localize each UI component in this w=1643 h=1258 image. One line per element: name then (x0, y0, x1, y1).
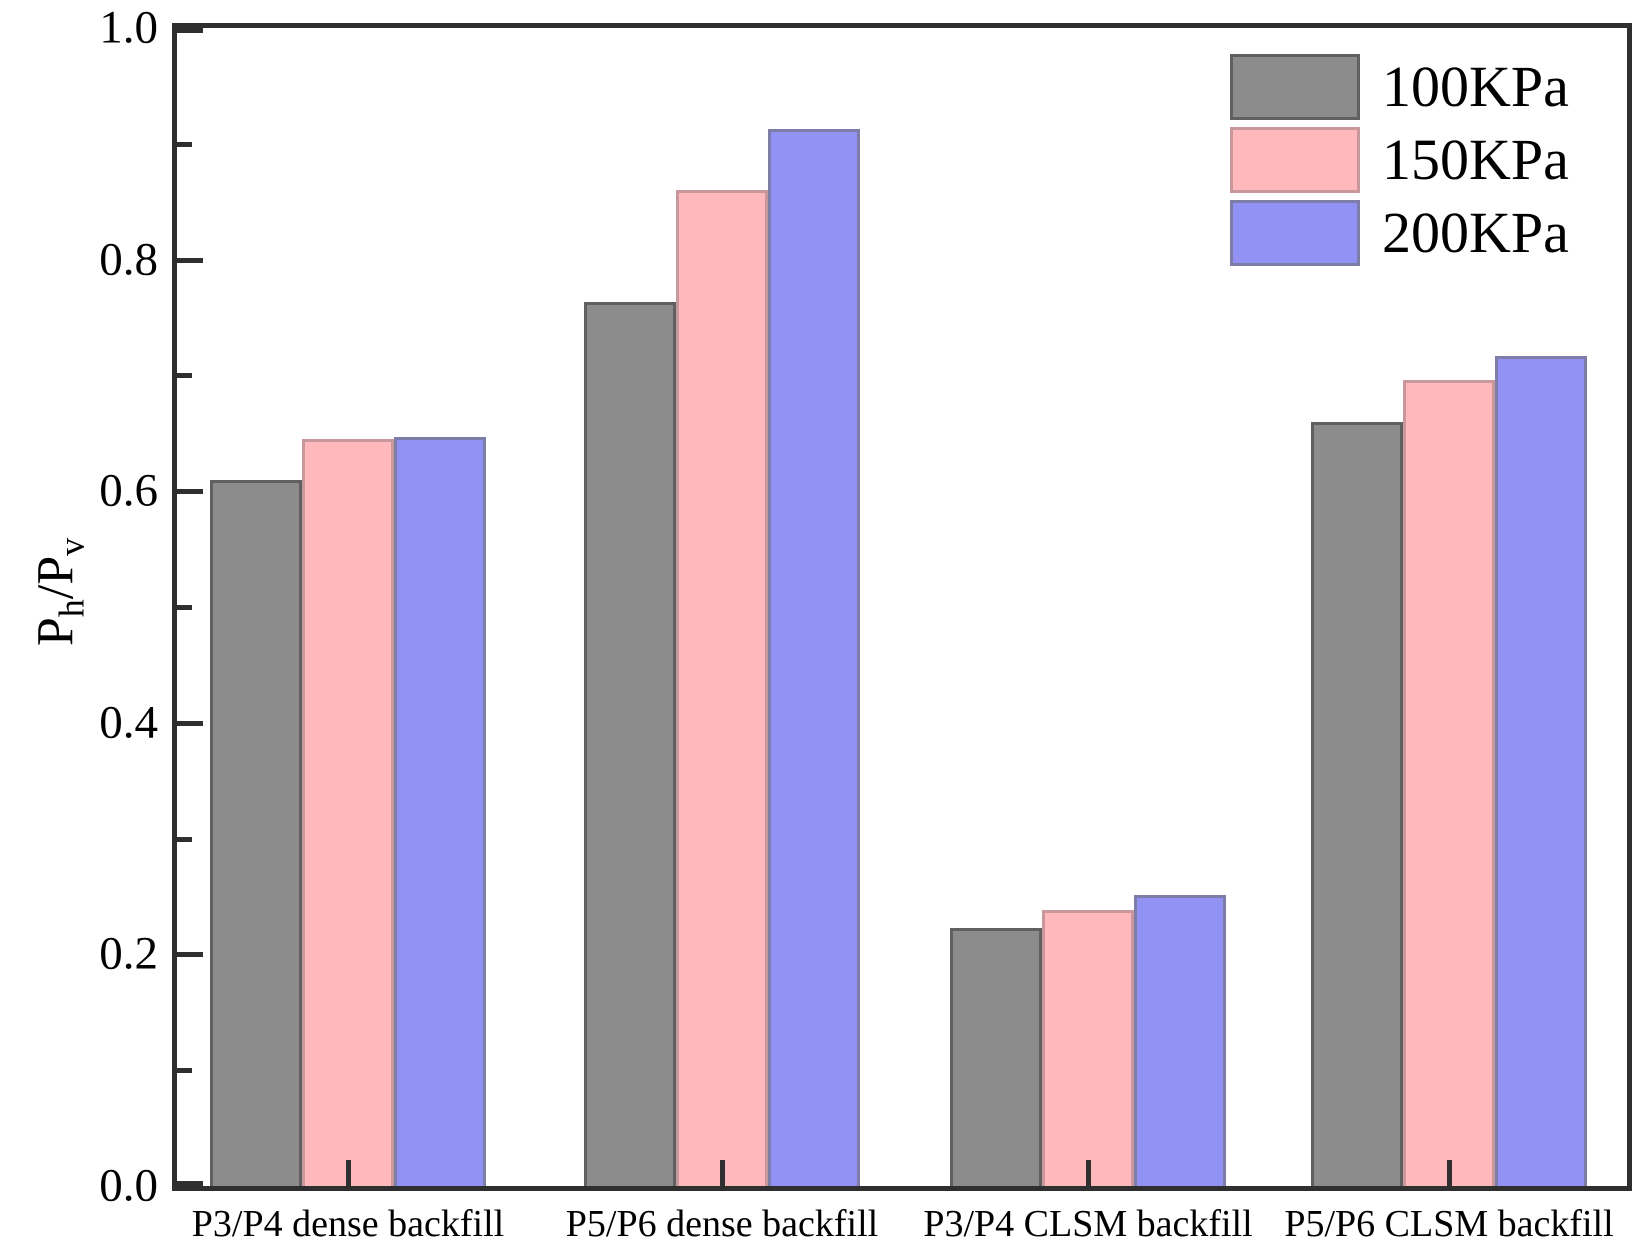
y-tick-label-1.0: 1.0 (99, 1, 158, 54)
y-axis-label-separator: / (27, 584, 85, 600)
bar-200KPa-group4 (1495, 356, 1587, 1186)
legend-row-200KPa: 200KPa (1230, 200, 1569, 266)
bar-100KPa-group4 (1311, 422, 1403, 1186)
y-tick-label-0.2: 0.2 (99, 927, 158, 980)
bar-200KPa-group1 (394, 437, 486, 1186)
x-tick-label-group1: P3/P4 dense backfill (191, 1203, 505, 1245)
x-tick-group3 (1086, 1160, 1091, 1186)
x-tick-group4 (1447, 1160, 1452, 1186)
y-tick-label-0.6: 0.6 (99, 464, 158, 517)
bar-100KPa-group3 (950, 928, 1042, 1186)
y-minor-tick-0.3 (177, 837, 192, 842)
y-tick-label-0.4: 0.4 (99, 696, 158, 749)
bar-200KPa-group2 (768, 129, 860, 1186)
bar-150KPa-group4 (1403, 380, 1495, 1186)
legend-swatch-100KPa (1230, 54, 1360, 120)
x-tick-group1 (346, 1160, 351, 1186)
y-major-tick-0.8 (177, 258, 203, 263)
legend-label-200KPa: 200KPa (1382, 200, 1569, 265)
y-minor-tick-0.9 (177, 142, 192, 147)
x-tick-label-group4: P5/P6 CLSM backfill (1284, 1203, 1614, 1245)
legend-row-150KPa: 150KPa (1230, 127, 1569, 193)
legend-row-100KPa: 100KPa (1230, 54, 1569, 120)
legend-label-150KPa: 150KPa (1382, 127, 1569, 192)
y-axis-label-denominator-sub: v (51, 537, 92, 556)
y-major-tick-0.2 (177, 952, 203, 957)
y-axis-label: Ph/Pv (27, 537, 92, 647)
x-tick-label-group3: P3/P4 CLSM backfill (923, 1203, 1253, 1245)
bar-100KPa-group1 (210, 480, 302, 1186)
bar-150KPa-group1 (302, 439, 394, 1186)
legend-swatch-200KPa (1230, 200, 1360, 266)
plot-area (172, 23, 1632, 1191)
y-minor-tick-0.1 (177, 1068, 192, 1073)
y-tick-label-0.0: 0.0 (99, 1159, 158, 1212)
bar-200KPa-group3 (1134, 895, 1226, 1186)
legend-swatch-150KPa (1230, 127, 1360, 193)
bar-150KPa-group2 (676, 190, 768, 1186)
y-axis-label-denominator: P (27, 555, 85, 585)
y-minor-tick-0.5 (177, 605, 192, 610)
bar-150KPa-group3 (1042, 910, 1134, 1186)
legend-label-100KPa: 100KPa (1382, 54, 1569, 119)
y-major-tick-1.0 (177, 28, 203, 33)
y-major-tick-0.6 (177, 489, 203, 494)
y-minor-tick-0.7 (177, 373, 192, 378)
x-tick-group2 (720, 1160, 725, 1186)
bar-100KPa-group2 (584, 302, 676, 1186)
y-axis-label-numerator: P (27, 617, 85, 647)
x-tick-label-group2: P5/P6 dense backfill (565, 1203, 879, 1245)
legend: 100KPa 150KPa 200KPa (1230, 54, 1569, 273)
y-major-tick-0.0 (177, 1181, 203, 1186)
y-axis-label-numerator-sub: h (51, 599, 92, 618)
y-tick-label-0.8: 0.8 (99, 233, 158, 286)
y-major-tick-0.4 (177, 721, 203, 726)
